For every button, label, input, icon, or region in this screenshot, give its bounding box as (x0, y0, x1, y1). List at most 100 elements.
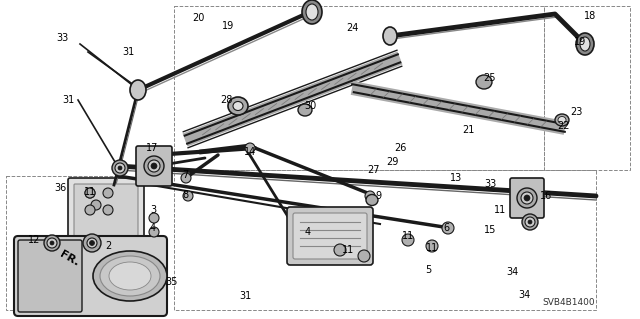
Text: 20: 20 (192, 13, 204, 23)
Text: 3: 3 (150, 205, 156, 215)
Text: 4: 4 (305, 227, 311, 237)
Ellipse shape (476, 75, 492, 89)
Ellipse shape (228, 97, 248, 115)
Text: 14: 14 (244, 147, 256, 157)
Text: 27: 27 (368, 165, 380, 175)
Text: 12: 12 (28, 235, 40, 245)
Text: 7: 7 (182, 170, 188, 180)
Text: 33: 33 (484, 179, 496, 189)
Ellipse shape (83, 234, 101, 252)
Text: 31: 31 (239, 291, 251, 301)
Text: 5: 5 (425, 265, 431, 275)
Text: 28: 28 (220, 95, 232, 105)
Text: 11: 11 (426, 243, 438, 253)
Ellipse shape (149, 227, 159, 237)
FancyBboxPatch shape (18, 240, 82, 312)
Ellipse shape (144, 156, 164, 176)
Ellipse shape (358, 250, 370, 262)
Text: 36: 36 (54, 183, 66, 193)
Text: 11: 11 (342, 245, 354, 255)
Text: 22: 22 (557, 121, 570, 131)
Ellipse shape (521, 192, 533, 204)
Ellipse shape (183, 191, 193, 201)
Ellipse shape (87, 238, 97, 248)
Ellipse shape (47, 238, 57, 248)
Ellipse shape (576, 33, 594, 55)
Ellipse shape (50, 241, 54, 245)
Ellipse shape (366, 195, 378, 205)
Ellipse shape (524, 195, 530, 201)
Text: 9: 9 (375, 191, 381, 201)
Text: 23: 23 (570, 107, 582, 117)
Text: 30: 30 (304, 101, 316, 111)
Ellipse shape (525, 217, 535, 227)
Text: 34: 34 (518, 290, 530, 300)
Ellipse shape (334, 244, 346, 256)
Text: 16: 16 (540, 191, 552, 201)
Text: 11: 11 (494, 205, 506, 215)
Ellipse shape (522, 214, 538, 230)
Ellipse shape (115, 163, 125, 173)
Ellipse shape (580, 37, 590, 51)
Ellipse shape (118, 166, 122, 170)
Text: 4: 4 (150, 223, 156, 233)
FancyBboxPatch shape (136, 146, 172, 186)
FancyBboxPatch shape (293, 213, 367, 259)
Text: 18: 18 (584, 11, 596, 21)
Ellipse shape (148, 160, 160, 172)
Ellipse shape (558, 116, 566, 123)
Text: 8: 8 (182, 190, 188, 200)
Text: 25: 25 (484, 73, 496, 83)
Ellipse shape (302, 0, 322, 24)
Text: 11: 11 (402, 231, 414, 241)
Ellipse shape (306, 4, 318, 20)
FancyBboxPatch shape (14, 236, 167, 316)
Ellipse shape (442, 222, 454, 234)
Text: 31: 31 (62, 95, 74, 105)
Text: 11: 11 (84, 187, 96, 197)
FancyBboxPatch shape (74, 184, 138, 238)
Text: 19: 19 (574, 37, 586, 47)
Ellipse shape (298, 104, 312, 116)
Text: 2: 2 (105, 241, 111, 251)
Ellipse shape (44, 235, 60, 251)
Ellipse shape (85, 205, 95, 215)
Ellipse shape (93, 251, 167, 301)
Text: 26: 26 (394, 143, 406, 153)
Ellipse shape (149, 213, 159, 223)
Ellipse shape (109, 262, 151, 290)
Ellipse shape (130, 80, 146, 100)
Text: 15: 15 (484, 225, 496, 235)
Ellipse shape (528, 220, 532, 224)
Text: 21: 21 (462, 125, 474, 135)
Ellipse shape (90, 241, 95, 246)
Ellipse shape (91, 200, 101, 210)
Ellipse shape (517, 188, 537, 208)
Text: 13: 13 (450, 173, 462, 183)
Ellipse shape (151, 163, 157, 169)
Ellipse shape (85, 188, 95, 198)
Ellipse shape (112, 160, 128, 176)
Text: 6: 6 (443, 223, 449, 233)
Text: 34: 34 (506, 267, 518, 277)
FancyBboxPatch shape (287, 207, 373, 265)
Ellipse shape (85, 188, 95, 198)
Ellipse shape (245, 143, 255, 153)
Ellipse shape (233, 101, 243, 110)
Text: 19: 19 (222, 21, 234, 31)
FancyBboxPatch shape (68, 178, 144, 254)
Text: 17: 17 (146, 143, 158, 153)
Text: 35: 35 (166, 277, 178, 287)
Text: FR.: FR. (58, 249, 81, 268)
Ellipse shape (103, 188, 113, 198)
Ellipse shape (426, 240, 438, 252)
Text: SVB4B1400: SVB4B1400 (542, 298, 595, 307)
Ellipse shape (402, 234, 414, 246)
Ellipse shape (181, 173, 191, 183)
Ellipse shape (103, 205, 113, 215)
Text: 29: 29 (386, 157, 398, 167)
FancyBboxPatch shape (510, 178, 544, 218)
Text: 33: 33 (56, 33, 68, 43)
Ellipse shape (100, 256, 160, 296)
Text: 24: 24 (346, 23, 358, 33)
